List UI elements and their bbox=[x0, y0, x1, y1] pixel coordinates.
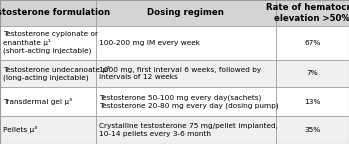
Text: Pellets µ³: Pellets µ³ bbox=[3, 126, 38, 133]
Bar bbox=[96, 87, 276, 116]
Bar bbox=[0, 26, 96, 60]
Text: Testosterone formulation: Testosterone formulation bbox=[0, 8, 110, 17]
Bar bbox=[96, 0, 276, 26]
Text: 100-200 mg IM every week: 100-200 mg IM every week bbox=[99, 40, 200, 46]
Bar bbox=[96, 116, 276, 144]
Text: 35%: 35% bbox=[304, 127, 320, 133]
Text: Testosterone 50-100 mg every day(sachets)
Testosterone 20-80 mg every day (dosin: Testosterone 50-100 mg every day(sachets… bbox=[99, 94, 279, 109]
Bar bbox=[276, 26, 349, 60]
Text: 1000 mg, first interval 6 weeks, followed by
intervals of 12 weeks: 1000 mg, first interval 6 weeks, followe… bbox=[99, 67, 262, 80]
Text: 7%: 7% bbox=[306, 70, 318, 76]
Bar bbox=[276, 0, 349, 26]
Bar bbox=[0, 87, 96, 116]
Text: Crystalline testosterone 75 mg/pellet implanted,
10-14 pellets every 3-6 month: Crystalline testosterone 75 mg/pellet im… bbox=[99, 123, 279, 137]
Text: 13%: 13% bbox=[304, 98, 320, 105]
Bar bbox=[0, 0, 96, 26]
Bar bbox=[96, 26, 276, 60]
Text: 67%: 67% bbox=[304, 40, 320, 46]
Text: Testosterone cypionate or
enanthate µ¹
(short-acting injectable): Testosterone cypionate or enanthate µ¹ (… bbox=[3, 31, 98, 54]
Text: Transdermal gel µ³: Transdermal gel µ³ bbox=[3, 98, 73, 105]
Bar bbox=[276, 87, 349, 116]
Text: Dosing regimen: Dosing regimen bbox=[147, 8, 224, 17]
Bar bbox=[0, 60, 96, 87]
Bar bbox=[0, 116, 96, 144]
Text: Rate of hematocrit
elevation >50%: Rate of hematocrit elevation >50% bbox=[266, 3, 349, 23]
Text: Testosterone undecanoate µ²
(long-acting injectable): Testosterone undecanoate µ² (long-acting… bbox=[3, 66, 111, 81]
Bar bbox=[96, 60, 276, 87]
Bar bbox=[276, 116, 349, 144]
Bar bbox=[276, 60, 349, 87]
